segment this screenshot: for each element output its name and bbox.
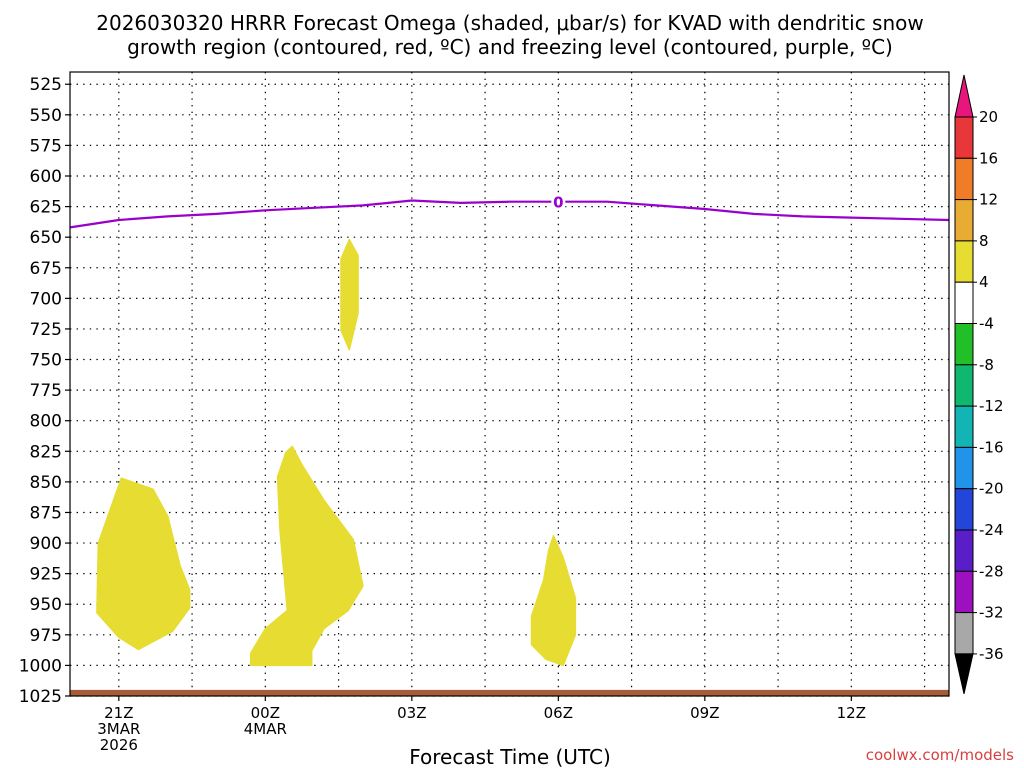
freezing-level-label-bg (551, 192, 566, 211)
colorbar-segment (954, 240, 974, 283)
y-tick-label: 1025 (19, 687, 62, 707)
colorbar-label: 12 (979, 191, 998, 209)
y-tick-label: 525 (30, 75, 62, 95)
y-tick-label: 575 (30, 136, 62, 156)
colorbar-segment (954, 529, 974, 572)
colorbar-label: -16 (979, 438, 1004, 456)
colorbar-segment (954, 446, 974, 490)
chart-title-line-1: 2026030320 HRRR Forecast Omega (shaded, … (96, 11, 924, 35)
y-tick-label: 775 (30, 381, 62, 401)
colorbar-label: 4 (979, 273, 989, 291)
colorbar: 20 16 12 8 4 -4 -8 -12 -16 -20 -24 -28 -32 -36 (954, 74, 1004, 695)
y-tick-label: 750 (30, 351, 62, 371)
y-tick-label: 600 (30, 167, 62, 187)
y-tick-label: 700 (30, 289, 62, 309)
freezing-level-line (69, 199, 950, 229)
colorbar-segment (954, 281, 974, 325)
colorbar-segment (954, 570, 974, 614)
colorbar-label: -8 (979, 356, 994, 374)
omega-region-2 (96, 477, 191, 651)
x-tick-label: 21Z (104, 704, 133, 722)
omega-region-1 (340, 238, 359, 351)
terrain-layer (70, 689, 949, 696)
colorbar-segment (954, 157, 974, 201)
colorbar-segment (954, 116, 974, 159)
y-tick-label: 925 (30, 565, 62, 585)
terrain-band (70, 689, 949, 696)
colorbar-label: 8 (979, 232, 989, 250)
x-tick-label: 06Z (544, 704, 573, 722)
y-tick-label: 850 (30, 473, 62, 493)
colorbar-segment (954, 199, 974, 242)
y-axis: 525 550 575 600 625 650 675 700 725 750 775 800 825 8… (19, 75, 70, 707)
omega-shaded-regions (96, 238, 577, 667)
freezing-level-layer: 0 (69, 192, 950, 229)
colorbar-label: -12 (979, 397, 1004, 415)
colorbar-label: -28 (979, 562, 1004, 580)
y-tick-label: 825 (30, 442, 62, 462)
colorbar-top-triangle (954, 74, 974, 118)
colorbar-bottom-triangle (954, 653, 974, 695)
omega-region-4 (530, 534, 577, 667)
grid-lines (70, 72, 949, 697)
y-tick-label: 950 (30, 595, 62, 615)
colorbar-label: 16 (979, 149, 998, 167)
y-tick-label: 875 (30, 503, 62, 523)
x-tick-label: 03Z (397, 704, 426, 722)
x-tick-label: 00Z (251, 704, 280, 722)
colorbar-segment (954, 364, 974, 407)
x-tick-label: 2026 (100, 736, 138, 754)
y-tick-label: 650 (30, 228, 62, 248)
colorbar-segment (954, 323, 974, 366)
y-tick-label: 800 (30, 412, 62, 432)
y-tick-label: 725 (30, 320, 62, 340)
x-tick-label: 09Z (690, 704, 719, 722)
colorbar-segment (954, 488, 974, 531)
credit-link[interactable]: coolwx.com/models (866, 746, 1014, 764)
x-tick-label: 3MAR (97, 720, 140, 738)
colorbar-label: -4 (979, 315, 994, 333)
y-tick-label: 675 (30, 259, 62, 279)
colorbar-label: -32 (979, 604, 1004, 622)
x-axis-label: Forecast Time (UTC) (409, 745, 611, 768)
freezing-level-label: 0 (553, 194, 563, 212)
y-tick-label: 900 (30, 534, 62, 554)
colorbar-segment (954, 612, 974, 655)
y-tick-label: 625 (30, 198, 62, 218)
chart-title-line-2: growth region (contoured, red, ºC) and f… (127, 35, 893, 59)
colorbar-label: 20 (979, 108, 998, 126)
colorbar-segment (954, 405, 974, 448)
plot-frame (69, 71, 950, 697)
y-tick-label: 1000 (19, 656, 62, 676)
omega-region-3 (249, 445, 364, 667)
x-tick-label: 12Z (837, 704, 866, 722)
colorbar-label: -36 (979, 645, 1004, 663)
y-tick-label: 975 (30, 626, 62, 646)
x-tick-label: 4MAR (244, 720, 287, 738)
y-tick-label: 550 (30, 106, 62, 126)
colorbar-label: -24 (979, 521, 1004, 539)
colorbar-label: -20 (979, 480, 1004, 498)
